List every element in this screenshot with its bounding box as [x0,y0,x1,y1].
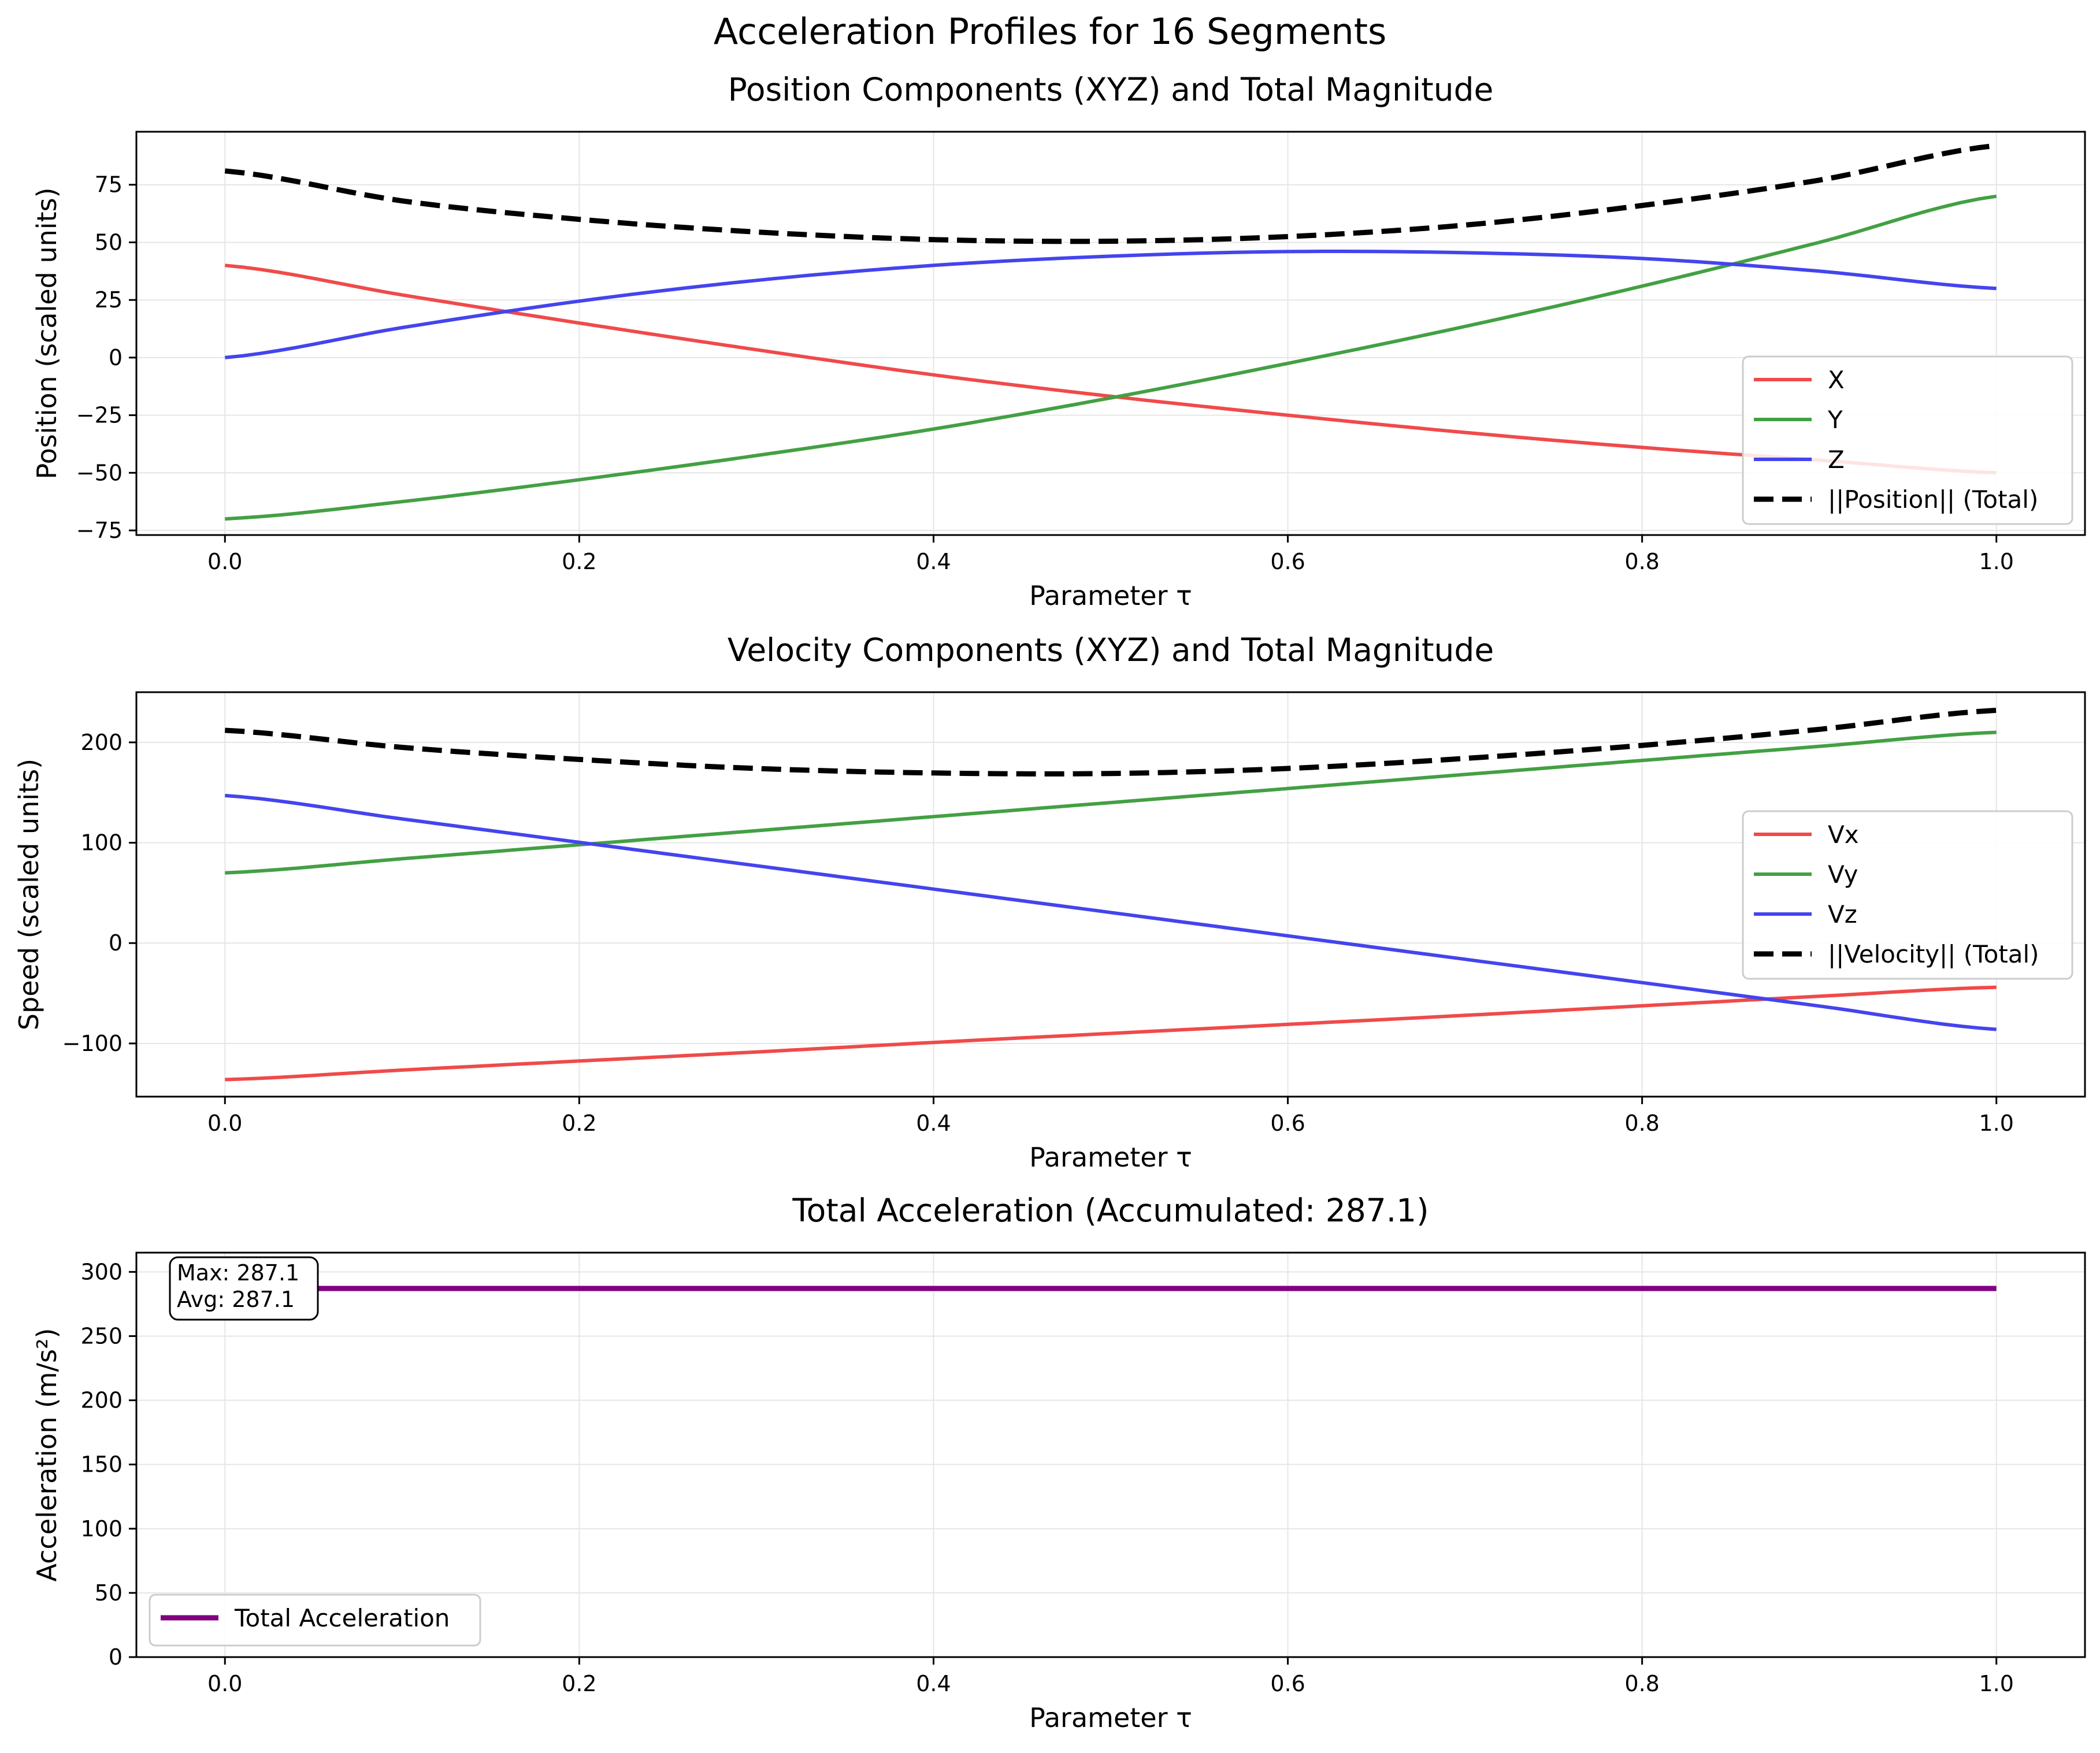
y-axis-label: Speed (scaled units) [13,759,44,1030]
y-tick-label: 100 [80,1516,123,1542]
series-line-1 [225,985,1997,1082]
legend-frame [1742,355,2073,525]
series-line-3 [224,250,1997,359]
x-tick-label: 0.2 [562,1671,596,1696]
legend-label: Vx [1828,820,1859,849]
x-tick-label: 0.4 [916,1111,951,1136]
y-tick-label: 150 [80,1452,123,1477]
y-axis-label: Position (scaled units) [31,187,62,479]
y-tick-label: 0 [109,930,123,956]
y-tick-label: 0 [109,1644,123,1670]
x-tick-label: 0.0 [207,1671,242,1696]
x-tick-label: 0.8 [1624,549,1659,574]
subplot-3: 0.0 0.2 0.4 0.6 0.8 1.0 0 50 100 150 200 250 300 Tota… [31,1192,2086,1733]
subplot-title: Total Acceleration (Accumulated: 287.1) [792,1192,1429,1229]
subplot-title: Velocity Components (XYZ) and Total Magn… [728,632,1494,668]
x-tick-label: 0.4 [916,549,951,574]
legend-label: Vz [1828,900,1857,929]
axes-frame [135,691,2086,1098]
y-tick-label: −25 [76,403,123,428]
y-tick-label: 300 [80,1259,123,1284]
annotation-line: Avg: 287.1 [177,1287,295,1312]
x-tick-label: 0.0 [207,1111,242,1136]
subplots: 0.0 0.2 0.4 0.6 0.8 1.0 −75 −50 −25 0 25 50 75 Positi… [13,71,2086,1733]
y-tick-label: 200 [80,730,123,755]
x-tick-label: 0.8 [1624,1111,1659,1136]
legend-label: Total Acceleration [234,1604,450,1632]
series-line-2 [225,194,1997,521]
y-tick-label: 250 [80,1323,123,1349]
x-tick-label: 0.2 [562,1111,596,1136]
series-group [224,143,1997,521]
series-line-4 [225,707,1997,777]
axes-frame [135,131,2086,536]
subplot-title: Position Components (XYZ) and Total Magn… [728,71,1494,108]
x-tick-label: 0.6 [1270,1111,1305,1136]
annotation-line: Max: 287.1 [177,1260,299,1286]
y-axis-label: Acceleration (m/s²) [31,1328,62,1581]
x-axis-label: Parameter τ [1029,1142,1192,1173]
x-tick-label: 1.0 [1979,1111,2014,1136]
x-tick-label: 0.4 [916,1671,951,1696]
legend: Vx Vy Vz ||Velocity|| (Total) [1742,810,2073,980]
x-tick-label: 0.6 [1270,1671,1305,1696]
series-line-1 [224,263,1997,475]
y-tick-label: −100 [62,1031,123,1056]
series-line-2 [225,730,1997,875]
legend-label: ||Velocity|| (Total) [1828,940,2039,968]
y-tick-label: 25 [95,287,123,313]
x-tick-label: 0.8 [1624,1671,1659,1696]
figure-suptitle: Acceleration Profiles for 16 Segments [714,10,1387,53]
legend-label: ||Position|| (Total) [1828,485,2038,514]
x-tick-label: 0.0 [207,549,242,574]
x-axis-label: Parameter τ [1029,580,1192,611]
series-group [225,707,1997,1082]
x-tick-label: 1.0 [1979,549,2014,574]
axes-frame [135,1251,2086,1658]
legend-label: X [1828,366,1845,394]
legend: Total Acceleration [149,1594,481,1647]
y-tick-label: 75 [95,172,123,198]
y-tick-label: 50 [95,1580,123,1606]
y-tick-label: −75 [76,518,123,543]
legend-label: Z [1828,445,1845,474]
x-tick-label: 1.0 [1979,1671,2014,1696]
series-line-4 [224,143,1997,244]
legend-label: Y [1827,406,1843,434]
legend: XYZ ||Position|| (Total) [1742,355,2073,525]
y-tick-label: 50 [95,229,123,255]
subplot-1: 0.0 0.2 0.4 0.6 0.8 1.0 −75 −50 −25 0 25 50 75 Positi… [31,71,2086,611]
y-tick-label: 200 [80,1388,123,1413]
series-line-3 [225,793,1997,1031]
x-axis-label: Parameter τ [1029,1702,1192,1733]
x-tick-label: 0.2 [562,549,596,574]
annotation-box [169,1256,319,1321]
y-tick-label: 100 [80,830,123,856]
y-tick-label: 0 [109,345,123,370]
x-tick-label: 0.6 [1270,549,1305,574]
legend-label: Vy [1828,860,1858,889]
subplot-2: 0.0 0.2 0.4 0.6 0.8 1.0 −100 0 100 200 Velocity Co… [13,632,2086,1173]
legend-frame [149,1594,481,1647]
legend-frame [1742,810,2073,980]
y-tick-label: −50 [76,460,123,485]
